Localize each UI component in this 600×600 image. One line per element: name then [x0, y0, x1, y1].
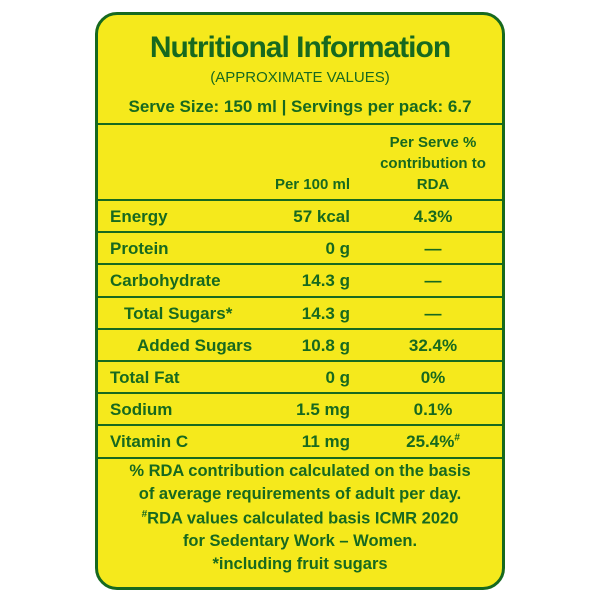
nutrient: Carbohydrate — [110, 271, 221, 291]
rda: 0% — [420, 368, 446, 387]
nutrient: Total Fat — [110, 368, 180, 387]
rda: — — [424, 271, 442, 291]
rda-cell: 0.1% — [414, 401, 453, 418]
column-header: RDA — [416, 176, 450, 193]
label-card: Nutritional Information (APPROXIMATE VAL… — [95, 12, 505, 590]
rule — [98, 295, 502, 298]
column-header: Per 100 ml — [274, 176, 350, 193]
footer-text: for Sedentary Work – Women. — [182, 531, 418, 550]
footer-line: for Sedentary Work – Women. — [183, 533, 417, 550]
nutrient: Protein — [110, 239, 169, 259]
rule — [98, 199, 502, 201]
rda: 0.1% — [413, 400, 453, 420]
rda-cell: — — [425, 272, 442, 289]
nutrient: Sodium — [110, 400, 173, 420]
column-header: contribution to — [380, 155, 486, 172]
nutrient: Energy — [110, 207, 168, 226]
note-mark: # — [141, 508, 148, 520]
footer-line: #RDA values calculated basis ICMR 2020 — [141, 508, 459, 528]
rda-cell: 32.4% — [409, 337, 457, 354]
rda: 4.3% — [413, 207, 453, 226]
per-100ml: 14.3 g — [301, 271, 350, 291]
rule — [98, 424, 502, 427]
per-100ml: 0 g — [325, 368, 350, 387]
rule — [98, 123, 502, 125]
footer-line: *including fruit sugars — [212, 556, 387, 573]
rule — [98, 360, 502, 362]
rule — [98, 327, 502, 330]
footer-text: of average requirements of adult per day… — [138, 485, 462, 504]
rda: 32.4% — [408, 335, 458, 355]
rule — [98, 456, 502, 459]
rda: — — [424, 239, 442, 259]
footer-line: of average requirements of adult per day… — [139, 486, 461, 503]
per-100ml: 11 mg — [301, 432, 350, 452]
column-header: Per Serve % — [389, 134, 477, 151]
rda-cell: — — [425, 240, 442, 257]
footer-text: *including fruit sugars — [212, 555, 388, 574]
title: Nutritional Information — [149, 31, 451, 64]
rule — [98, 263, 502, 266]
per-100ml: 14.3 g — [301, 303, 350, 323]
rda-cell: 25.4%# — [406, 433, 460, 450]
footer-line: % RDA contribution calculated on the bas… — [129, 463, 470, 480]
footer-text: % RDA contribution calculated on the bas… — [129, 462, 471, 480]
per-100ml: 1.5 mg — [296, 400, 350, 420]
rda-cell: 4.3% — [414, 208, 453, 225]
rda-note-mark: # — [454, 432, 460, 444]
footer-text: RDA values calculated basis ICMR 2020 — [147, 509, 459, 528]
rda: 25.4% — [406, 432, 455, 452]
rda-cell: — — [425, 305, 442, 322]
rda: — — [424, 303, 442, 323]
rule — [98, 392, 502, 395]
per-100ml: 57 kcal — [293, 207, 350, 226]
rda-cell: 0% — [421, 369, 446, 386]
per-100ml: 10.8 g — [301, 335, 350, 355]
rule — [98, 231, 502, 234]
nutrient: Added Sugars — [137, 335, 253, 355]
nutrient: Vitamin C — [110, 432, 189, 452]
per-100ml: 0 g — [325, 239, 350, 259]
nutrient: Total Sugars* — [124, 303, 233, 323]
serve-info: Serve Size: 150 ml | Servings per pack: … — [128, 97, 472, 116]
subtitle: (APPROXIMATE VALUES) — [210, 69, 390, 86]
